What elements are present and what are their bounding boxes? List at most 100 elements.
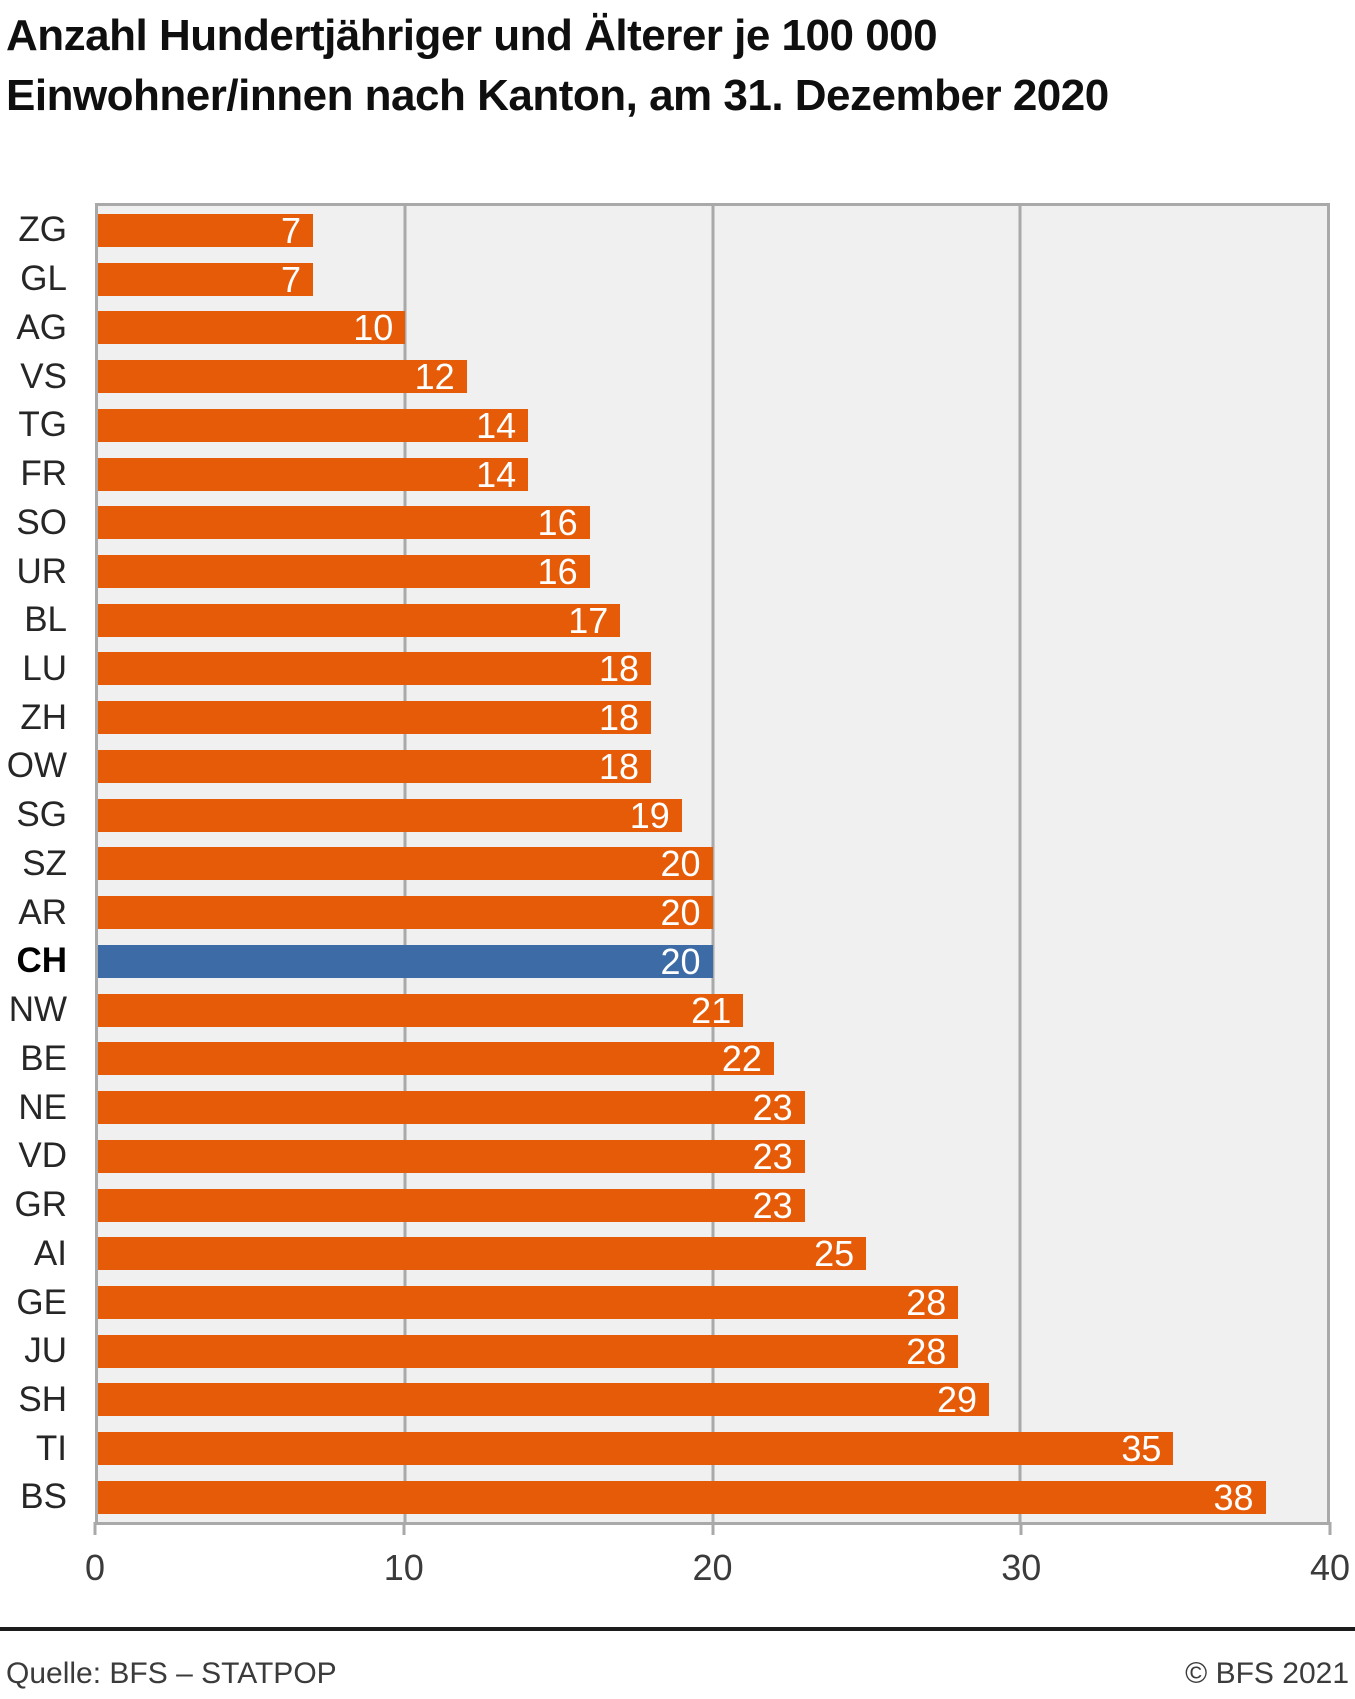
- bar-value-label: 23: [752, 1184, 793, 1226]
- y-axis-label: ZH: [20, 697, 67, 737]
- bar-row: 16: [98, 547, 1327, 596]
- bar-value-label: 12: [414, 356, 455, 398]
- bar: 18: [98, 745, 652, 787]
- bar-row: 20: [98, 937, 1327, 986]
- bar: 23: [98, 1184, 805, 1226]
- bar-row: 16: [98, 498, 1327, 547]
- y-axis-label: SO: [16, 502, 67, 542]
- bar-value-label: 18: [599, 697, 640, 739]
- bar-value-label: 19: [629, 794, 670, 836]
- bar-value-label: 35: [1121, 1428, 1162, 1470]
- x-axis-tick: [93, 1522, 97, 1535]
- y-axis-label: AR: [18, 892, 67, 932]
- bar-value-label: 18: [599, 648, 640, 690]
- x-axis-tick-label: 10: [383, 1547, 424, 1588]
- bar-row: 23: [98, 1132, 1327, 1181]
- y-axis-label: AG: [16, 307, 67, 347]
- bar: 38: [98, 1476, 1266, 1518]
- y-axis-label: SG: [16, 795, 67, 835]
- bar-row: 28: [98, 1327, 1327, 1376]
- y-axis-label: VS: [20, 356, 67, 396]
- y-axis-label: NE: [18, 1087, 67, 1127]
- bar-row: 12: [98, 352, 1327, 401]
- y-axis-label: ZG: [18, 210, 67, 250]
- bar-value-label: 16: [537, 502, 578, 544]
- bar: 23: [98, 1138, 805, 1174]
- bar: 7: [98, 258, 314, 300]
- y-axis-label: GE: [16, 1282, 67, 1322]
- bar: 16: [98, 551, 590, 592]
- bar: 14: [98, 456, 529, 492]
- bar: 14: [98, 407, 529, 443]
- bar-value-label: 22: [721, 1038, 762, 1080]
- y-axis-label: UR: [16, 551, 67, 591]
- bar-value-label: 25: [814, 1233, 855, 1275]
- x-axis-tick: [1328, 1522, 1332, 1535]
- bar: 23: [98, 1090, 805, 1126]
- y-axis-label: SZ: [22, 843, 67, 883]
- y-axis-label: BL: [24, 600, 67, 640]
- y-axis-label: FR: [20, 454, 67, 494]
- y-axis-label: NW: [8, 990, 67, 1030]
- y-axis-label: TI: [35, 1428, 67, 1468]
- bar-value-label: 21: [691, 989, 732, 1031]
- bar-row: 35: [98, 1424, 1327, 1473]
- bar-highlight: 20: [98, 943, 713, 979]
- y-axis-label: BS: [20, 1477, 67, 1517]
- bar-row: 18: [98, 742, 1327, 791]
- bar: 28: [98, 1285, 959, 1321]
- bar-row: 14: [98, 401, 1327, 450]
- x-axis-labels: 0 10 20 30 40: [85, 1525, 1350, 1597]
- bar-row: 7: [98, 206, 1327, 255]
- bar-row: 19: [98, 791, 1327, 840]
- footer-rule: [0, 1627, 1355, 1631]
- y-axis-label: BE: [20, 1038, 67, 1078]
- gridline: [711, 206, 714, 1522]
- bar-row: 25: [98, 1229, 1327, 1278]
- bar: 20: [98, 846, 713, 882]
- bar: 18: [98, 697, 652, 739]
- chart-title-line1: Anzahl Hundertjähriger und Älterer je 10…: [6, 11, 938, 60]
- bar-value-label: 10: [353, 307, 394, 349]
- y-axis-label: GL: [20, 259, 67, 299]
- bar-row: 17: [98, 596, 1327, 645]
- bar-row: 21: [98, 986, 1327, 1035]
- footer: Quelle: BFS – STATPOP © BFS 2021: [0, 1631, 1355, 1691]
- bar: 25: [98, 1233, 867, 1275]
- bar: 22: [98, 1038, 774, 1080]
- bar: 19: [98, 794, 682, 836]
- bar-row: 18: [98, 645, 1327, 694]
- bar: 18: [98, 648, 652, 690]
- bar-value-label: 7: [281, 258, 302, 300]
- bar: 28: [98, 1333, 959, 1369]
- bar-value-label: 17: [568, 599, 609, 641]
- bar-value-label: 29: [936, 1379, 978, 1421]
- x-axis-tick-label: 30: [1001, 1547, 1042, 1588]
- plot-area: 7 7 10 12 14 14 16 16 17 18 18 18 19 20 20 20 21 22 23 23 23…: [93, 203, 1332, 1535]
- y-axis-label: LU: [22, 648, 67, 688]
- y-axis-label: OW: [6, 746, 67, 786]
- bar-row: 10: [98, 303, 1327, 352]
- bar-row: 28: [98, 1278, 1327, 1327]
- y-axis-label: VD: [18, 1136, 67, 1176]
- y-axis-label: CH: [16, 941, 67, 981]
- x-axis-ticks: [93, 1522, 1332, 1536]
- bar-value-label: 18: [599, 745, 640, 787]
- bar-rows: 7 7 10 12 14 14 16 16 17 18 18 18 19 20 20 20 21 22 23 23 23…: [98, 206, 1327, 1522]
- y-axis: ZG GL AG VS TG FR SO UR BL LU ZH OW SG SZ AR CH NW BE NE VD…: [0, 203, 95, 1525]
- bar: 10: [98, 307, 406, 349]
- bar-row: 22: [98, 1034, 1327, 1083]
- bar: 17: [98, 599, 621, 641]
- bar-row: 29: [98, 1376, 1327, 1425]
- bar-value-label: 38: [1213, 1476, 1254, 1518]
- bar-value-label: 16: [537, 551, 578, 592]
- y-axis-label: TG: [18, 405, 67, 445]
- bar: 21: [98, 989, 744, 1031]
- bar-row: 23: [98, 1083, 1327, 1132]
- bar: 16: [98, 502, 590, 544]
- x-axis-tick: [402, 1522, 406, 1535]
- y-axis-label: JU: [24, 1331, 67, 1371]
- y-axis-label: GR: [14, 1185, 68, 1225]
- bar-row: 18: [98, 693, 1327, 742]
